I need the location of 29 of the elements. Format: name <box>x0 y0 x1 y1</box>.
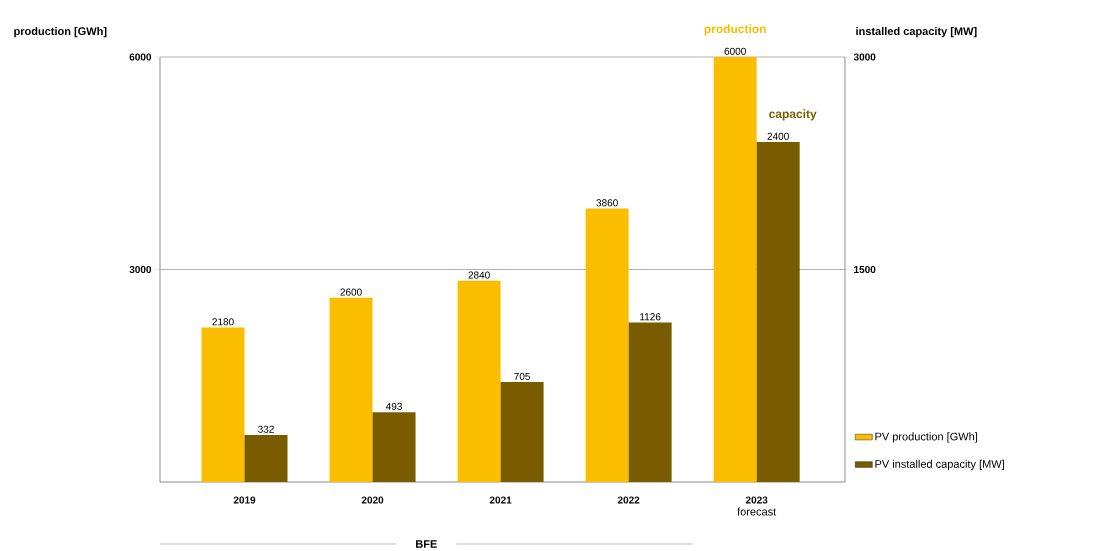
data-label: 705 <box>514 372 531 380</box>
text: forecast <box>737 507 777 516</box>
data-label: 2400 <box>767 132 789 140</box>
text: production <box>704 24 766 36</box>
data-label: 2600 <box>340 288 362 296</box>
data-label: 2840 <box>468 271 490 279</box>
x-tick-label: 2020 <box>361 496 384 504</box>
legend-label: PV installed capacity [MW] <box>875 459 1004 471</box>
x-tick-label: 2021 <box>489 496 512 504</box>
y2-axis-title: installed capacity [MW] <box>856 27 977 38</box>
data-label: 332 <box>258 425 274 433</box>
text: BFE <box>416 540 437 548</box>
x-tick-label: 2019 <box>233 496 256 504</box>
bar <box>457 280 501 482</box>
data-label: 493 <box>385 402 402 410</box>
y2-tick-label: 3000 <box>853 53 876 61</box>
x-tick-label: 2022 <box>617 496 640 504</box>
y-axis-title: production [GWh] <box>14 27 107 38</box>
data-label: 3860 <box>596 199 618 207</box>
legend-label: PV production [GWh] <box>875 432 978 443</box>
bar <box>244 434 288 482</box>
data-label: 1126 <box>640 313 661 321</box>
x-tick-label: 2023 <box>745 496 768 504</box>
y2-tick-label: 1500 <box>854 265 876 274</box>
bar <box>201 327 245 482</box>
data-label: 2180 <box>212 318 234 326</box>
annotation: capacity <box>769 109 817 121</box>
bar <box>329 297 373 482</box>
data-label: 6000 <box>724 47 746 55</box>
